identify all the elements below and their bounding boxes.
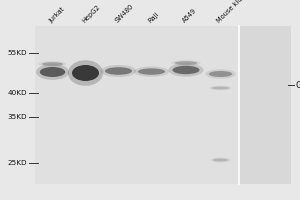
Ellipse shape <box>101 65 136 77</box>
Ellipse shape <box>134 66 169 77</box>
Ellipse shape <box>175 61 197 65</box>
Ellipse shape <box>169 63 204 77</box>
Ellipse shape <box>105 67 132 75</box>
Ellipse shape <box>72 65 99 81</box>
Ellipse shape <box>138 68 165 75</box>
Text: 25KD: 25KD <box>8 160 27 166</box>
Text: Mouse kidney: Mouse kidney <box>216 0 253 24</box>
Ellipse shape <box>205 69 236 79</box>
Text: A549: A549 <box>182 8 198 24</box>
Text: Jurkat: Jurkat <box>48 6 66 24</box>
Text: SW480: SW480 <box>114 3 135 24</box>
Ellipse shape <box>212 86 230 89</box>
Ellipse shape <box>171 60 201 66</box>
Ellipse shape <box>42 62 63 66</box>
Ellipse shape <box>39 61 66 67</box>
Text: Raji: Raji <box>147 11 160 24</box>
Ellipse shape <box>209 86 232 90</box>
Ellipse shape <box>68 60 103 86</box>
Text: GBA3: GBA3 <box>296 81 300 90</box>
Text: HepG2: HepG2 <box>81 4 101 24</box>
Ellipse shape <box>172 66 200 74</box>
Ellipse shape <box>36 64 69 80</box>
Text: 35KD: 35KD <box>8 114 27 120</box>
Ellipse shape <box>209 71 232 77</box>
Bar <box>238 26 291 184</box>
Bar <box>34 26 239 184</box>
Ellipse shape <box>40 67 65 77</box>
Text: 40KD: 40KD <box>8 90 27 96</box>
Ellipse shape <box>210 157 231 163</box>
Ellipse shape <box>213 158 228 162</box>
Text: 55KD: 55KD <box>8 50 27 56</box>
